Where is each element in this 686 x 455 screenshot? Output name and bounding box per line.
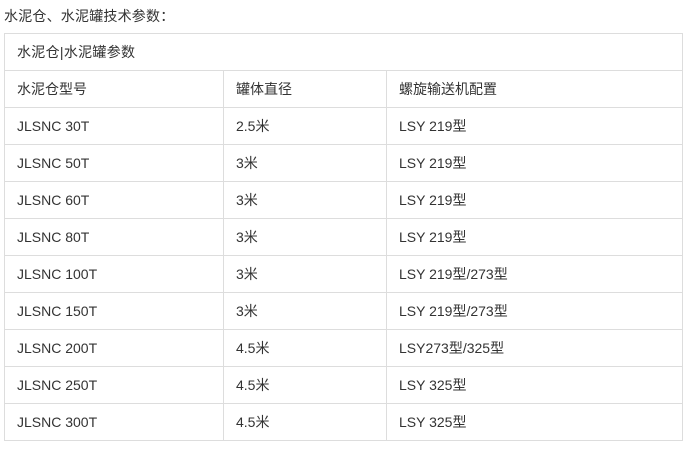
cell-tank-diameter: 3米	[223, 292, 387, 330]
cell-model: JLSNC 150T	[4, 292, 224, 330]
cell-tank-diameter: 4.5米	[223, 403, 387, 441]
table-row: JLSNC 60T 3米 LSY 219型	[4, 181, 683, 219]
table-row: JLSNC 200T 4.5米 LSY273型/325型	[4, 329, 683, 367]
table-caption-row: 水泥仓|水泥罐参数	[4, 33, 683, 71]
cement-silo-spec-table: 水泥仓|水泥罐参数 水泥仓型号 罐体直径 螺旋输送机配置 JLSNC 30T 2…	[4, 33, 683, 441]
column-header-model: 水泥仓型号	[4, 70, 224, 108]
cell-model: JLSNC 80T	[4, 218, 224, 256]
cell-tank-diameter: 3米	[223, 181, 387, 219]
cell-model: JLSNC 30T	[4, 107, 224, 145]
table-row: JLSNC 30T 2.5米 LSY 219型	[4, 107, 683, 145]
table-caption: 水泥仓|水泥罐参数	[4, 33, 683, 71]
cell-model: JLSNC 300T	[4, 403, 224, 441]
page-title: 水泥仓、水泥罐技术参数：	[4, 8, 175, 24]
cell-screw-conveyor: LSY 219型/273型	[386, 292, 683, 330]
table-row: JLSNC 80T 3米 LSY 219型	[4, 218, 683, 256]
cell-tank-diameter: 3米	[223, 218, 387, 256]
table-header-row: 水泥仓型号 罐体直径 螺旋输送机配置	[4, 70, 683, 108]
table-row: JLSNC 100T 3米 LSY 219型/273型	[4, 255, 683, 293]
cell-model: JLSNC 200T	[4, 329, 224, 367]
cell-screw-conveyor: LSY 219型	[386, 144, 683, 182]
cell-tank-diameter: 4.5米	[223, 366, 387, 404]
cell-tank-diameter: 2.5米	[223, 107, 387, 145]
cell-screw-conveyor: LSY 219型	[386, 107, 683, 145]
cell-model: JLSNC 100T	[4, 255, 224, 293]
cell-screw-conveyor: LSY 325型	[386, 366, 683, 404]
cell-screw-conveyor: LSY 325型	[386, 403, 683, 441]
cell-model: JLSNC 60T	[4, 181, 224, 219]
table-row: JLSNC 50T 3米 LSY 219型	[4, 144, 683, 182]
table-row: JLSNC 300T 4.5米 LSY 325型	[4, 403, 683, 441]
column-header-screw-conveyor: 螺旋输送机配置	[386, 70, 683, 108]
cell-tank-diameter: 3米	[223, 255, 387, 293]
table-row: JLSNC 250T 4.5米 LSY 325型	[4, 366, 683, 404]
table-row: JLSNC 150T 3米 LSY 219型/273型	[4, 292, 683, 330]
cell-tank-diameter: 4.5米	[223, 329, 387, 367]
cell-model: JLSNC 50T	[4, 144, 224, 182]
cell-tank-diameter: 3米	[223, 144, 387, 182]
column-header-tank-diameter: 罐体直径	[223, 70, 387, 108]
cell-screw-conveyor: LSY 219型/273型	[386, 255, 683, 293]
cell-screw-conveyor: LSY 219型	[386, 218, 683, 256]
cell-screw-conveyor: LSY 219型	[386, 181, 683, 219]
cell-screw-conveyor: LSY273型/325型	[386, 329, 683, 367]
cell-model: JLSNC 250T	[4, 366, 224, 404]
